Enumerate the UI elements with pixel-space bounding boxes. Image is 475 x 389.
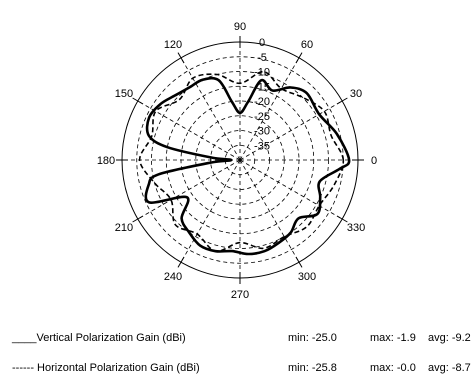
angle-tick-label: 120 (164, 39, 182, 51)
legend-horizontal-min: min: -25.8 (288, 362, 337, 374)
radial-tick-label: -20 (254, 96, 270, 108)
angle-tick-label: 30 (350, 88, 362, 100)
angle-tick-mark (177, 52, 185, 64)
radial-tick-label: -30 (254, 126, 270, 138)
radial-tick-label: -5 (257, 52, 267, 64)
angle-tick-label: 300 (298, 271, 316, 283)
grid-spoke (180, 159, 241, 263)
angle-tick-label: 0 (371, 155, 377, 167)
grid-spoke (239, 100, 343, 161)
series-vertical-line (144, 76, 351, 256)
angle-tick-label: 210 (115, 222, 133, 234)
legend-vertical-min: min: -25.0 (288, 332, 337, 344)
legend-vertical-avg: avg: -9.2 (428, 332, 471, 344)
angle-tick-label: 240 (164, 271, 182, 283)
angle-tick-mark (336, 97, 348, 105)
legend-horizontal-max: max: -0.0 (370, 362, 416, 374)
angle-tick-label: 90 (234, 21, 246, 33)
angle-tick-mark (295, 256, 303, 268)
angle-tick-label: 270 (231, 289, 249, 300)
grid-spoke (239, 159, 300, 263)
angle-tick-label: 330 (347, 222, 365, 234)
legend-vertical-label: ____Vertical Polarization Gain (dBi) (12, 332, 186, 344)
series-traces (138, 70, 351, 256)
grid-spoke (239, 159, 343, 220)
angle-tick-label: 150 (115, 88, 133, 100)
polar-grid (116, 36, 364, 284)
angle-tick-mark (132, 97, 144, 105)
series-horizontal-line (138, 70, 345, 253)
legend-horizontal-label: ------ Horizontal Polarization Gain (dBi… (12, 362, 200, 374)
radial-tick-label: 0 (259, 37, 265, 49)
grid-circle (151, 71, 329, 249)
angle-tick-mark (336, 215, 348, 223)
grid-spoke (239, 57, 300, 161)
angle-tick-mark (132, 215, 144, 223)
grid-spoke (137, 159, 241, 220)
angle-tick-mark (295, 52, 303, 64)
angle-tick-label: 60 (301, 39, 313, 51)
radial-tick-label: -25 (254, 111, 270, 123)
grid-spoke (180, 57, 241, 161)
legend-horizontal-avg: avg: -8.7 (428, 362, 471, 374)
angle-tick-mark (177, 256, 185, 268)
angle-tick-label: 180 (97, 155, 115, 167)
radial-tick-label: -35 (254, 140, 270, 152)
legend-vertical-max: max: -1.9 (370, 332, 416, 344)
